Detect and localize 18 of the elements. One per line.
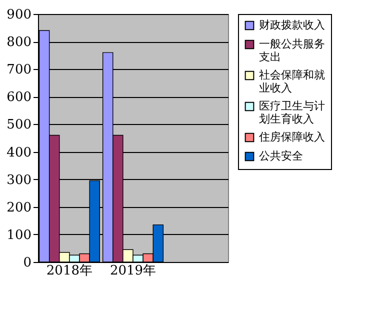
y-tick-label: 700 [6, 62, 32, 78]
y-tick-label: 0 [23, 256, 32, 270]
y-tick-label: 800 [6, 35, 32, 50]
y-tick-label: 100 [6, 228, 32, 243]
legend-label: 公共安全 [259, 150, 303, 162]
y-tick-label: 400 [6, 145, 32, 160]
x-tick-label: 2019年 [110, 264, 156, 278]
legend-label: 住房保障收入 [259, 130, 325, 144]
y-tick-label: 900 [6, 8, 32, 22]
legend-label: 财政拨款收入 [259, 18, 325, 32]
y-tick-label: 300 [6, 172, 32, 188]
legend-label: 社会保障和就业收入 [259, 68, 325, 94]
y-tick-label: 500 [6, 118, 32, 133]
legend-label: 一般公共服务支出 [259, 38, 325, 64]
x-tick-label: 2018年 [46, 264, 92, 278]
y-tick-label: 600 [6, 90, 32, 106]
legend-label: 医疗卫生与计划生育收入 [259, 100, 325, 126]
y-tick-label: 200 [6, 200, 32, 216]
